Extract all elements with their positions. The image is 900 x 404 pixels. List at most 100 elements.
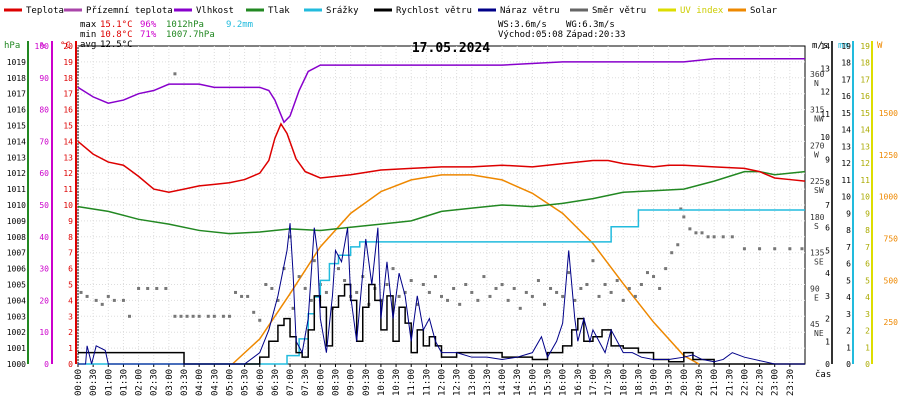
- direction-tick-label: 90: [810, 284, 820, 293]
- wind-direction-point: [179, 314, 183, 318]
- stats-sunset: Západ:20:33: [566, 30, 626, 40]
- x-tick-label: 12:00: [438, 369, 448, 396]
- wind-tick-label: 0: [825, 360, 830, 369]
- wind-direction-point: [679, 207, 683, 211]
- rain-tick-label: 2: [846, 327, 851, 336]
- wind-tick-label: 4: [825, 269, 830, 278]
- rain-tick-label: 15: [841, 109, 851, 118]
- x-tick-label: 02:30: [150, 369, 160, 396]
- direction-tick-label: 45: [810, 320, 820, 329]
- wind-direction-point: [524, 290, 528, 294]
- x-tick-label: 06:00: [256, 369, 266, 396]
- x-tick-label: 00:00: [74, 369, 84, 396]
- x-tick-label: 07:00: [286, 369, 296, 396]
- wind-direction-point: [94, 298, 98, 302]
- wind-axis-unit: m/s: [812, 41, 828, 51]
- wind-direction-point: [433, 275, 437, 279]
- pressure-tick-label: 1007: [7, 249, 26, 258]
- wind-direction-point: [536, 279, 540, 283]
- x-tick-label: 03:00: [165, 369, 175, 396]
- wind-direction-point: [212, 314, 216, 318]
- wind-direction-point: [121, 298, 125, 302]
- pressure-tick-label: 1009: [7, 217, 26, 226]
- direction-tick-label: 180: [810, 213, 825, 222]
- wind-direction-point: [458, 302, 462, 306]
- pressure-tick-label: 1010: [7, 201, 26, 210]
- wind-direction-point: [221, 314, 225, 318]
- wind-tick-label: 6: [825, 224, 830, 233]
- pressure-tick-label: 1014: [7, 137, 26, 146]
- pressure-axis-unit: hPa: [4, 41, 20, 51]
- direction-tick-dir: S: [814, 222, 819, 231]
- wind-direction-point: [112, 298, 116, 302]
- wind-direction-point: [312, 259, 316, 263]
- legend-label: Teplota: [26, 6, 64, 16]
- wind-direction-point: [542, 302, 546, 306]
- x-tick-label: 17:30: [604, 369, 614, 396]
- stats-min-label: min: [80, 30, 96, 40]
- wind-direction-point: [291, 306, 295, 310]
- wind-tick-label: 9: [825, 156, 830, 165]
- temperature-tick-label: 14: [63, 137, 73, 146]
- temperature-tick-label: 19: [63, 58, 73, 67]
- rain-tick-label: 16: [841, 92, 851, 101]
- solar-tick-label: 750: [884, 234, 899, 243]
- uv-tick-label: 12: [860, 159, 870, 168]
- wind-tick-label: 12: [820, 87, 830, 96]
- rain-axis-unit: mm: [838, 41, 849, 51]
- wind-direction-point: [700, 231, 704, 235]
- pressure-tick-label: 1017: [7, 90, 26, 99]
- stats-max-label: max: [80, 20, 97, 30]
- wind-direction-point: [403, 290, 407, 294]
- wind-direction-point: [100, 302, 104, 306]
- wind-direction-point: [609, 290, 613, 294]
- temperature-tick-label: 0: [68, 360, 73, 369]
- wind-direction-point: [258, 318, 262, 322]
- legend-label: Směr větru: [592, 6, 646, 16]
- wind-direction-point: [603, 283, 607, 286]
- solar-tick-label: 250: [884, 318, 899, 327]
- x-tick-label: 03:30: [180, 369, 190, 396]
- wind-direction-point: [270, 286, 274, 290]
- rain-tick-label: 13: [841, 142, 851, 151]
- wind-direction-point: [579, 286, 583, 290]
- humidity-tick-label: 0: [44, 360, 49, 369]
- direction-tick-dir: SW: [814, 186, 824, 195]
- humidity-line: [77, 57, 805, 124]
- stats-sunrise: Východ:05:08: [498, 30, 563, 40]
- direction-tick-dir: W: [814, 150, 819, 159]
- rain-tick-label: 10: [841, 193, 851, 202]
- wind-direction-point: [597, 294, 601, 298]
- solar-tick-label: 500: [884, 276, 899, 285]
- x-tick-label: 07:30: [301, 369, 311, 396]
- axes: 00:00 00:30 01:00 01:30 02:00 02:30 03:00 03:30…: [4, 41, 898, 396]
- direction-tick-label: 270: [810, 141, 825, 150]
- wind-direction-point: [452, 286, 456, 290]
- wind-direction-point: [240, 294, 244, 298]
- uv-tick-label: 17: [860, 75, 870, 84]
- x-tick-label: 02:00: [135, 369, 145, 396]
- temperature-axis-unit: °C: [60, 41, 71, 51]
- stats-max-temp: 15.1°C: [100, 20, 133, 30]
- x-tick-label: 22:30: [756, 369, 766, 396]
- wind-direction-point: [706, 235, 710, 239]
- wind-tick-label: 11: [820, 110, 830, 119]
- wind-direction-point: [506, 298, 510, 302]
- temperature-tick-label: 7: [68, 249, 73, 258]
- wind-direction-point: [355, 290, 359, 294]
- x-tick-label: 16:30: [574, 369, 584, 396]
- wind-direction-point: [561, 294, 565, 298]
- wind-direction-point: [615, 279, 619, 283]
- wind-direction-point: [252, 310, 256, 314]
- x-tick-label: 14:00: [498, 369, 508, 396]
- x-tick-label: 05:30: [241, 369, 251, 396]
- x-tick-label: 13:30: [483, 369, 493, 396]
- wind-gust-line: [78, 223, 805, 365]
- wind-direction-point: [682, 215, 686, 219]
- rain-tick-label: 11: [841, 176, 851, 185]
- rain-tick-label: 6: [846, 260, 851, 269]
- wind-direction-point: [788, 247, 792, 251]
- wind-direction-point: [664, 267, 668, 271]
- wind-direction-point: [573, 298, 577, 302]
- stats-wind-gust: WG:6.3m/s: [566, 20, 615, 30]
